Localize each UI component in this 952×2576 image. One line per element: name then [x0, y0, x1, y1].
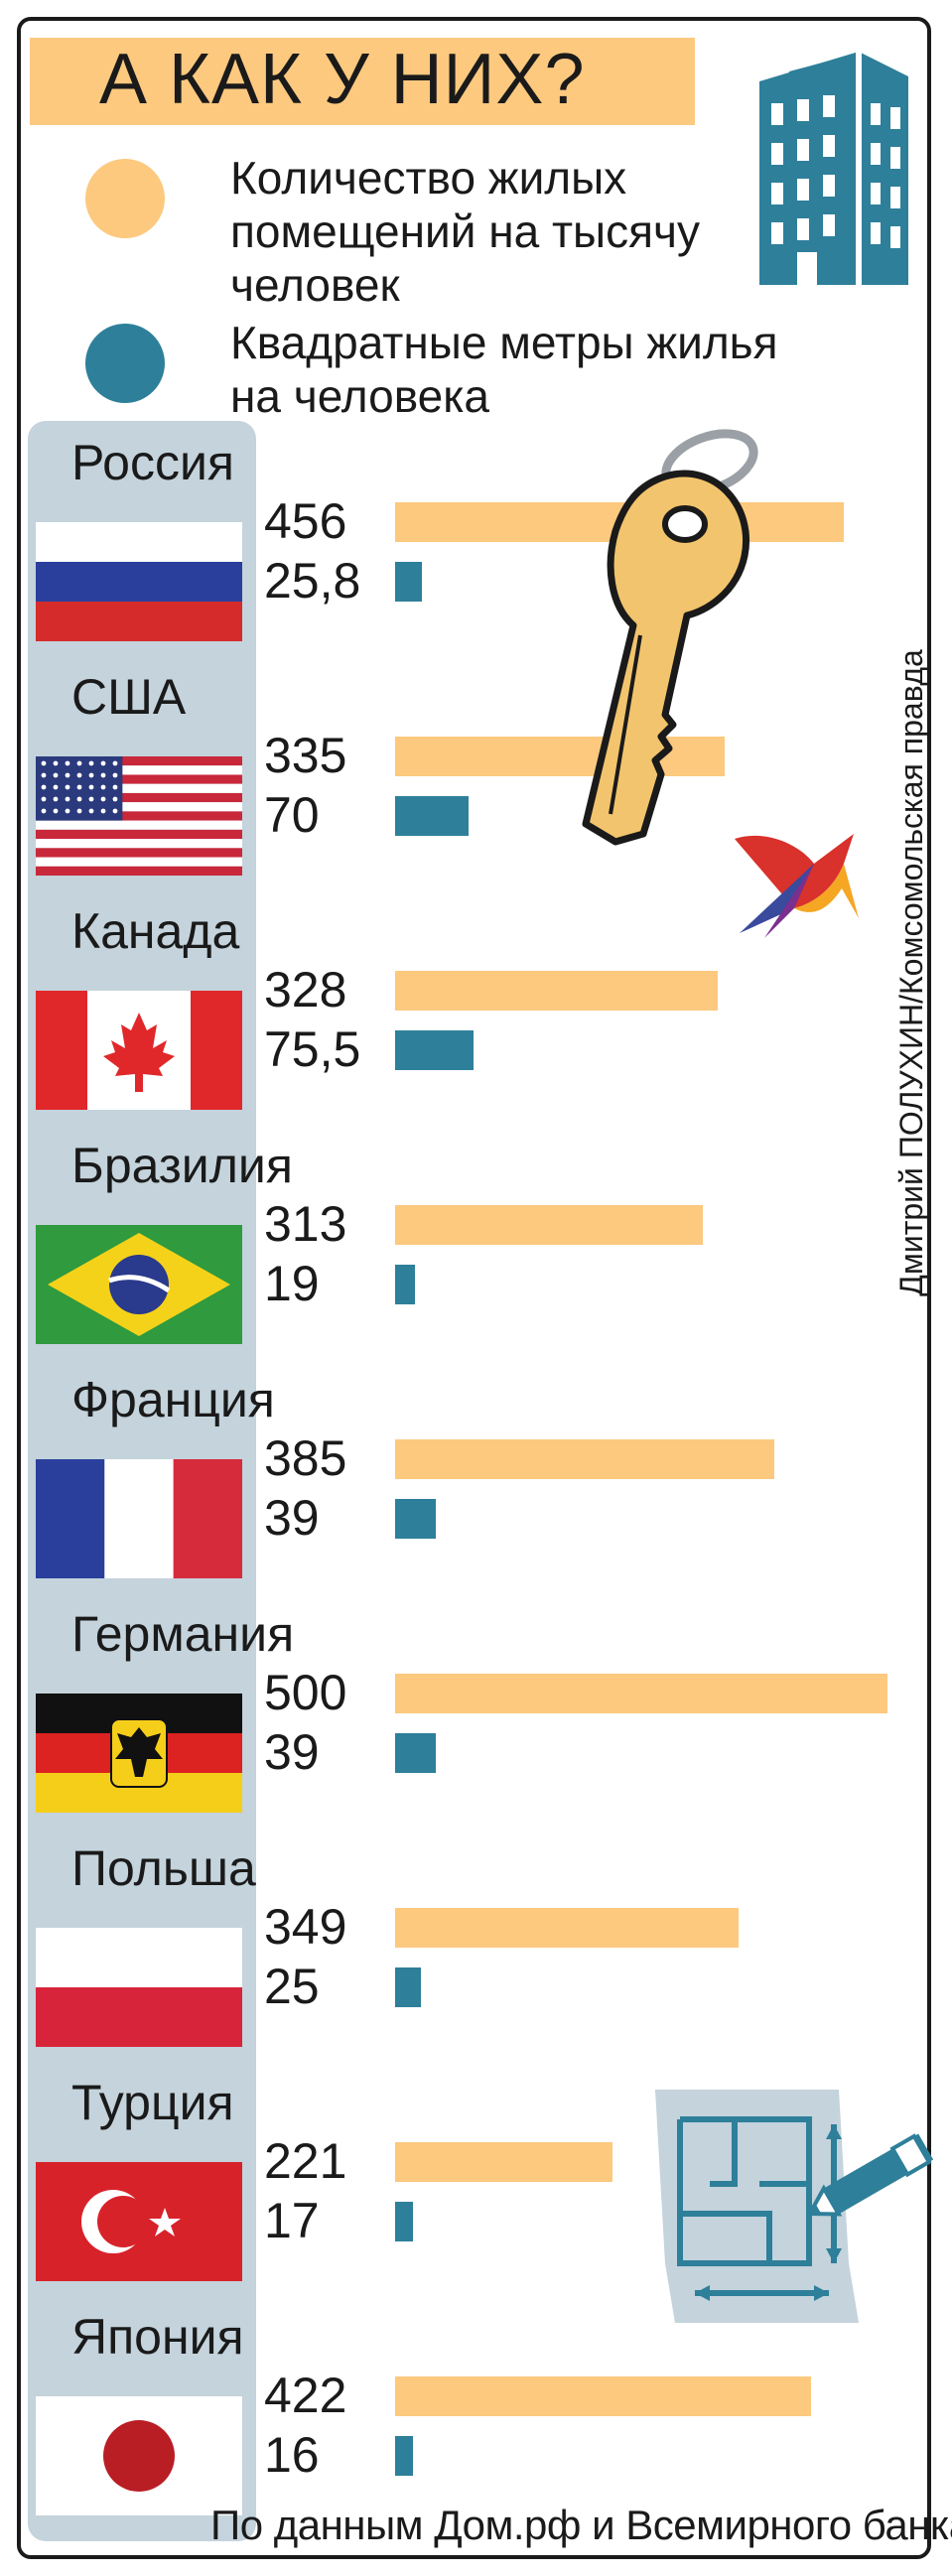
country-label: Россия	[71, 435, 234, 490]
japan-flag-icon	[36, 2396, 242, 2515]
square-meters-bar	[395, 1499, 436, 1539]
swallow-logo-icon	[735, 834, 859, 938]
dwellings-bar	[395, 737, 725, 776]
canada-flag-icon	[36, 991, 242, 1110]
square-meters-value-label: 25	[264, 1959, 320, 2014]
dwellings-bar	[395, 971, 718, 1011]
square-meters-value-label: 17	[264, 2193, 320, 2248]
square-meters-bar	[395, 796, 469, 836]
square-meters-bar	[395, 1967, 421, 2007]
square-meters-bar	[395, 2436, 413, 2476]
square-meters-value-label: 39	[264, 1724, 320, 1780]
country-label: Франция	[71, 1372, 275, 1427]
dwellings-value-label: 349	[264, 1899, 347, 1955]
key-icon	[582, 429, 758, 846]
title-band	[30, 38, 695, 125]
poland-flag-icon	[36, 1928, 242, 2047]
usa-flag-icon	[36, 756, 242, 876]
dwellings-bar	[395, 2142, 612, 2182]
dwellings-value-label: 500	[264, 1665, 347, 1720]
dwellings-value-label: 422	[264, 2368, 347, 2423]
dwellings-value-label: 385	[264, 1430, 347, 1486]
square-meters-bar	[395, 2202, 413, 2241]
country-label: Польша	[71, 1840, 256, 1896]
square-meters-value-label: 16	[264, 2427, 320, 2483]
country-label: Турция	[71, 2075, 234, 2130]
legend-label-square-meters: Квадратные метры жилья на человека	[230, 317, 778, 422]
square-meters-value-label: 39	[264, 1490, 320, 1546]
turkey-flag-icon	[36, 2162, 242, 2281]
germany-flag-icon	[36, 1694, 242, 1813]
brazil-flag-icon	[36, 1225, 242, 1344]
france-flag-icon	[36, 1459, 242, 1578]
country-label: Япония	[71, 2309, 244, 2365]
infographic-frame	[17, 17, 931, 2559]
dwellings-bar	[395, 1674, 887, 1713]
square-meters-value-label: 70	[264, 787, 320, 843]
dwellings-value-label: 335	[264, 728, 347, 783]
square-meters-bar	[395, 1733, 436, 1773]
country-label: Канада	[71, 903, 240, 959]
source-note: По данным Дом.рф и Всемирного банка.	[210, 2502, 952, 2548]
square-meters-value-label: 19	[264, 1256, 320, 1311]
dwellings-bar	[395, 1205, 703, 1245]
dwellings-bar	[395, 2376, 811, 2416]
dwellings-value-label: 456	[264, 493, 347, 549]
page-title: А КАК У НИХ?	[99, 40, 586, 119]
square-meters-value-label: 75,5	[264, 1021, 361, 1077]
country-label: Германия	[71, 1606, 295, 1662]
square-meters-bar	[395, 1265, 415, 1304]
dwellings-value-label: 221	[264, 2133, 347, 2189]
floor-plan-icon	[655, 2090, 934, 2323]
building-windows	[771, 95, 900, 285]
photo-credit: Дмитрий ПОЛУХИН/Комсомольская правда	[893, 649, 929, 1296]
square-meters-bar	[395, 562, 422, 602]
legend-label-dwellings: Количество жилых помещений на тысячу челов…	[230, 152, 700, 311]
square-meters-bar	[395, 1030, 474, 1070]
dwellings-bar	[395, 1908, 739, 1948]
country-label: США	[71, 669, 187, 725]
russia-flag-icon	[36, 522, 242, 641]
legend-dot-dwellings	[85, 159, 165, 238]
legend-dot-square-meters	[85, 324, 165, 403]
dwellings-value-label: 328	[264, 962, 347, 1017]
building-icon	[759, 52, 908, 285]
dwellings-value-label: 313	[264, 1196, 347, 1252]
dwellings-bar	[395, 1439, 774, 1479]
country-label: Бразилия	[71, 1138, 293, 1193]
square-meters-value-label: 25,8	[264, 553, 361, 609]
